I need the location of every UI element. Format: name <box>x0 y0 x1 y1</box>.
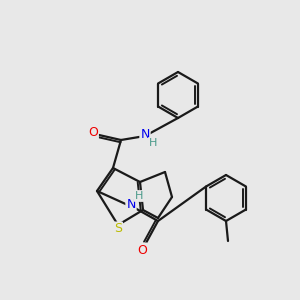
Text: H: H <box>149 138 157 148</box>
Text: O: O <box>137 244 147 256</box>
Text: H: H <box>135 191 143 201</box>
Text: O: O <box>88 127 98 140</box>
Text: N: N <box>140 128 150 142</box>
Text: S: S <box>114 223 122 236</box>
Text: N: N <box>126 197 136 211</box>
